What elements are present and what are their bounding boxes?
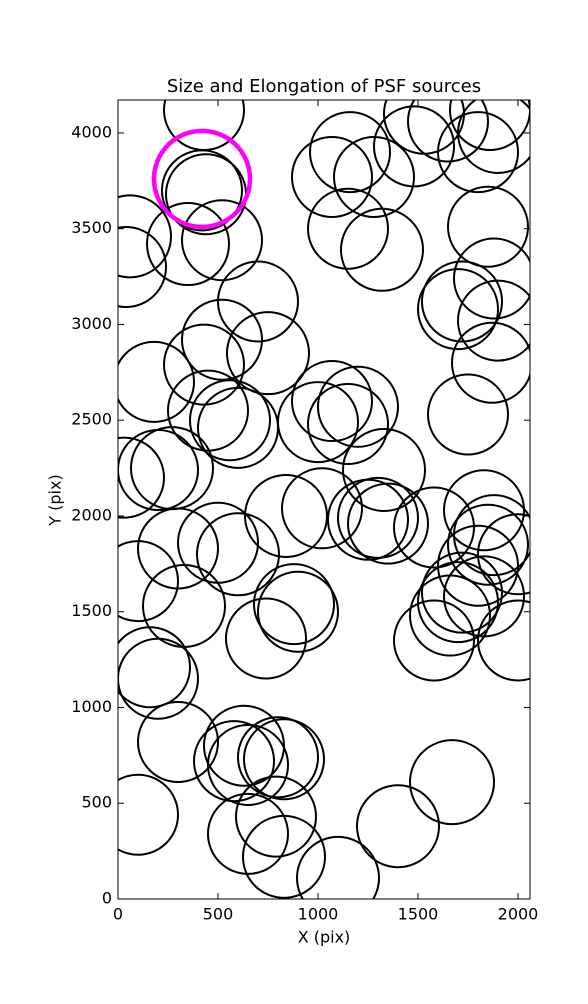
source-ellipse	[383, 100, 465, 155]
source-ellipse	[118, 340, 195, 423]
source-ellipse	[373, 105, 455, 188]
source-ellipse	[417, 561, 499, 644]
source-ellipse	[181, 298, 263, 381]
y-tick-label: 0	[102, 889, 112, 908]
source-ellipse	[118, 540, 179, 623]
source-ellipse	[257, 570, 339, 653]
source-ellipse	[118, 773, 179, 856]
chart-title: Size and Elongation of PSF sources	[167, 76, 481, 97]
source-ellipse	[146, 202, 230, 287]
source-ellipse	[291, 135, 373, 218]
source-ellipse	[118, 194, 172, 279]
source-ellipse	[407, 100, 489, 163]
source-ellipse	[137, 700, 219, 783]
source-ellipse	[167, 369, 249, 452]
y-tick-label: 3000	[71, 314, 112, 333]
source-ellipse	[226, 311, 310, 396]
y-tick-label: 3500	[71, 218, 112, 237]
source-ellipse	[151, 128, 253, 230]
source-ellipse	[207, 792, 289, 875]
y-tick-label: 1000	[71, 697, 112, 716]
source-ellipse	[307, 187, 389, 270]
source-ellipse	[207, 723, 289, 806]
source-ellipse	[437, 524, 519, 607]
source-ellipse	[453, 494, 530, 577]
source-ellipse	[235, 775, 317, 858]
source-ellipse	[242, 814, 326, 899]
x-tick-label: 1500	[398, 905, 439, 924]
source-ellipse	[347, 482, 429, 565]
source-ellipse	[337, 476, 419, 559]
axes-frame	[117, 99, 531, 900]
source-ellipse	[181, 199, 263, 282]
source-ellipse	[296, 835, 380, 899]
source-ellipse	[281, 467, 363, 550]
y-tick-label: 1500	[71, 601, 112, 620]
source-ellipse	[118, 637, 199, 720]
source-ellipse	[244, 473, 328, 558]
x-tick-label: 0	[113, 905, 123, 924]
y-axis-label: Y (pix)	[46, 474, 65, 526]
source-ellipse	[277, 381, 359, 464]
source-ellipse	[443, 555, 525, 638]
source-ellipse	[161, 149, 243, 232]
source-ellipse	[421, 551, 503, 634]
y-tick-label: 500	[81, 793, 112, 812]
source-ellipse	[189, 379, 271, 462]
x-tick-label: 500	[203, 905, 234, 924]
source-ellipse	[477, 599, 530, 682]
x-tick-label: 2000	[498, 905, 539, 924]
source-ellipse	[317, 365, 399, 448]
source-ellipse	[451, 321, 530, 404]
source-ellipse	[217, 260, 299, 343]
source-ellipse	[447, 503, 529, 586]
source-ellipse	[457, 279, 530, 362]
x-axis-label: X (pix)	[298, 928, 351, 947]
source-ellipse	[427, 373, 509, 456]
y-tick-label: 2500	[71, 410, 112, 429]
source-ellipse	[453, 237, 530, 320]
source-ellipse	[356, 784, 440, 869]
source-ellipse	[193, 720, 275, 803]
source-ellipse	[309, 111, 391, 194]
source-ellipse	[417, 268, 499, 351]
source-ellipse	[118, 226, 167, 308]
source-ellipse	[333, 135, 415, 218]
source-ellipse	[342, 428, 426, 513]
source-ellipse	[118, 436, 165, 519]
source-ellipse	[163, 323, 245, 406]
source-ellipse	[196, 512, 280, 597]
source-ellipse	[340, 207, 424, 292]
source-ellipse	[449, 100, 530, 151]
source-ellipse	[409, 739, 495, 826]
source-ellipse	[243, 718, 325, 801]
source-ellipse	[447, 185, 529, 268]
source-ellipse	[225, 597, 307, 680]
source-ellipse	[393, 599, 475, 682]
source-ellipse	[307, 383, 389, 466]
x-tick-label: 1000	[298, 905, 339, 924]
source-ellipse	[253, 563, 335, 646]
source-ellipse	[393, 486, 475, 569]
source-ellipse	[421, 260, 503, 343]
source-ellipse	[237, 716, 319, 799]
source-ellipse	[443, 469, 525, 552]
y-tick-label: 2000	[71, 505, 112, 524]
source-ellipse	[291, 360, 373, 443]
source-ellipse	[477, 513, 530, 596]
plot-area	[118, 100, 530, 899]
source-ellipse	[118, 626, 191, 709]
y-tick-label: 4000	[71, 122, 112, 141]
